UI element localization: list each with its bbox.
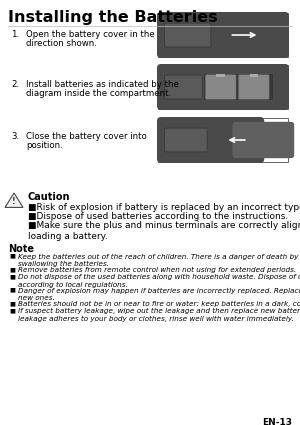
Text: 2.: 2. bbox=[11, 80, 19, 89]
Bar bbox=[158, 65, 288, 109]
Text: Do not dispose of the used batteries along with household waste. Dispose of used: Do not dispose of the used batteries alo… bbox=[18, 274, 300, 288]
FancyBboxPatch shape bbox=[157, 64, 289, 110]
Text: diagram inside the compartment.: diagram inside the compartment. bbox=[26, 89, 171, 98]
Polygon shape bbox=[5, 193, 23, 207]
Bar bbox=[158, 13, 288, 57]
Text: If suspect battery leakage, wipe out the leakage and then replace new batteries.: If suspect battery leakage, wipe out the… bbox=[18, 308, 300, 322]
Text: Close the battery cover into: Close the battery cover into bbox=[26, 132, 147, 141]
Text: ■: ■ bbox=[9, 308, 15, 313]
FancyBboxPatch shape bbox=[164, 75, 202, 99]
Text: ■Make sure the plus and minus terminals are correctly aligned when
loading a bat: ■Make sure the plus and minus terminals … bbox=[28, 221, 300, 241]
Text: Installing the Batteries: Installing the Batteries bbox=[8, 10, 217, 25]
Text: ■: ■ bbox=[9, 253, 15, 258]
Bar bbox=[250, 74, 258, 76]
Bar bbox=[204, 74, 273, 100]
Text: 3.: 3. bbox=[11, 132, 19, 141]
Text: direction shown.: direction shown. bbox=[26, 39, 97, 48]
Text: Open the battery cover in the: Open the battery cover in the bbox=[26, 30, 155, 39]
FancyBboxPatch shape bbox=[164, 128, 207, 152]
Text: !: ! bbox=[12, 197, 16, 206]
Text: 1.: 1. bbox=[11, 30, 19, 39]
FancyBboxPatch shape bbox=[164, 23, 211, 47]
Text: Install batteries as indicated by the: Install batteries as indicated by the bbox=[26, 80, 179, 89]
Text: position.: position. bbox=[26, 141, 63, 150]
Text: ■: ■ bbox=[9, 274, 15, 279]
FancyBboxPatch shape bbox=[157, 117, 264, 163]
Text: ■: ■ bbox=[9, 287, 15, 292]
FancyBboxPatch shape bbox=[238, 75, 269, 99]
Text: Remove batteries from remote control when not using for extended periods.: Remove batteries from remote control whe… bbox=[18, 267, 296, 273]
Bar bbox=[158, 118, 288, 162]
Text: ■Risk of explosion if battery is replaced by an incorrect type.: ■Risk of explosion if battery is replace… bbox=[28, 203, 300, 212]
Text: Caution: Caution bbox=[28, 192, 70, 202]
FancyBboxPatch shape bbox=[157, 12, 289, 58]
Text: Note: Note bbox=[8, 244, 34, 253]
Text: Batteries should not be in or near to fire or water; keep batteries in a dark, c: Batteries should not be in or near to fi… bbox=[18, 301, 300, 307]
FancyBboxPatch shape bbox=[206, 75, 236, 99]
Text: ■Dispose of used batteries according to the instructions.: ■Dispose of used batteries according to … bbox=[28, 212, 288, 221]
Text: Keep the batteries out of the reach of children. There is a danger of death by a: Keep the batteries out of the reach of c… bbox=[18, 253, 300, 267]
Bar bbox=[216, 74, 225, 76]
Text: EN-13: EN-13 bbox=[262, 418, 292, 425]
Text: ■: ■ bbox=[9, 301, 15, 306]
Text: ■: ■ bbox=[9, 267, 15, 272]
Text: Danger of explosion may happen if batteries are incorrectly replaced. Replace al: Danger of explosion may happen if batter… bbox=[18, 287, 300, 301]
FancyBboxPatch shape bbox=[232, 122, 294, 158]
